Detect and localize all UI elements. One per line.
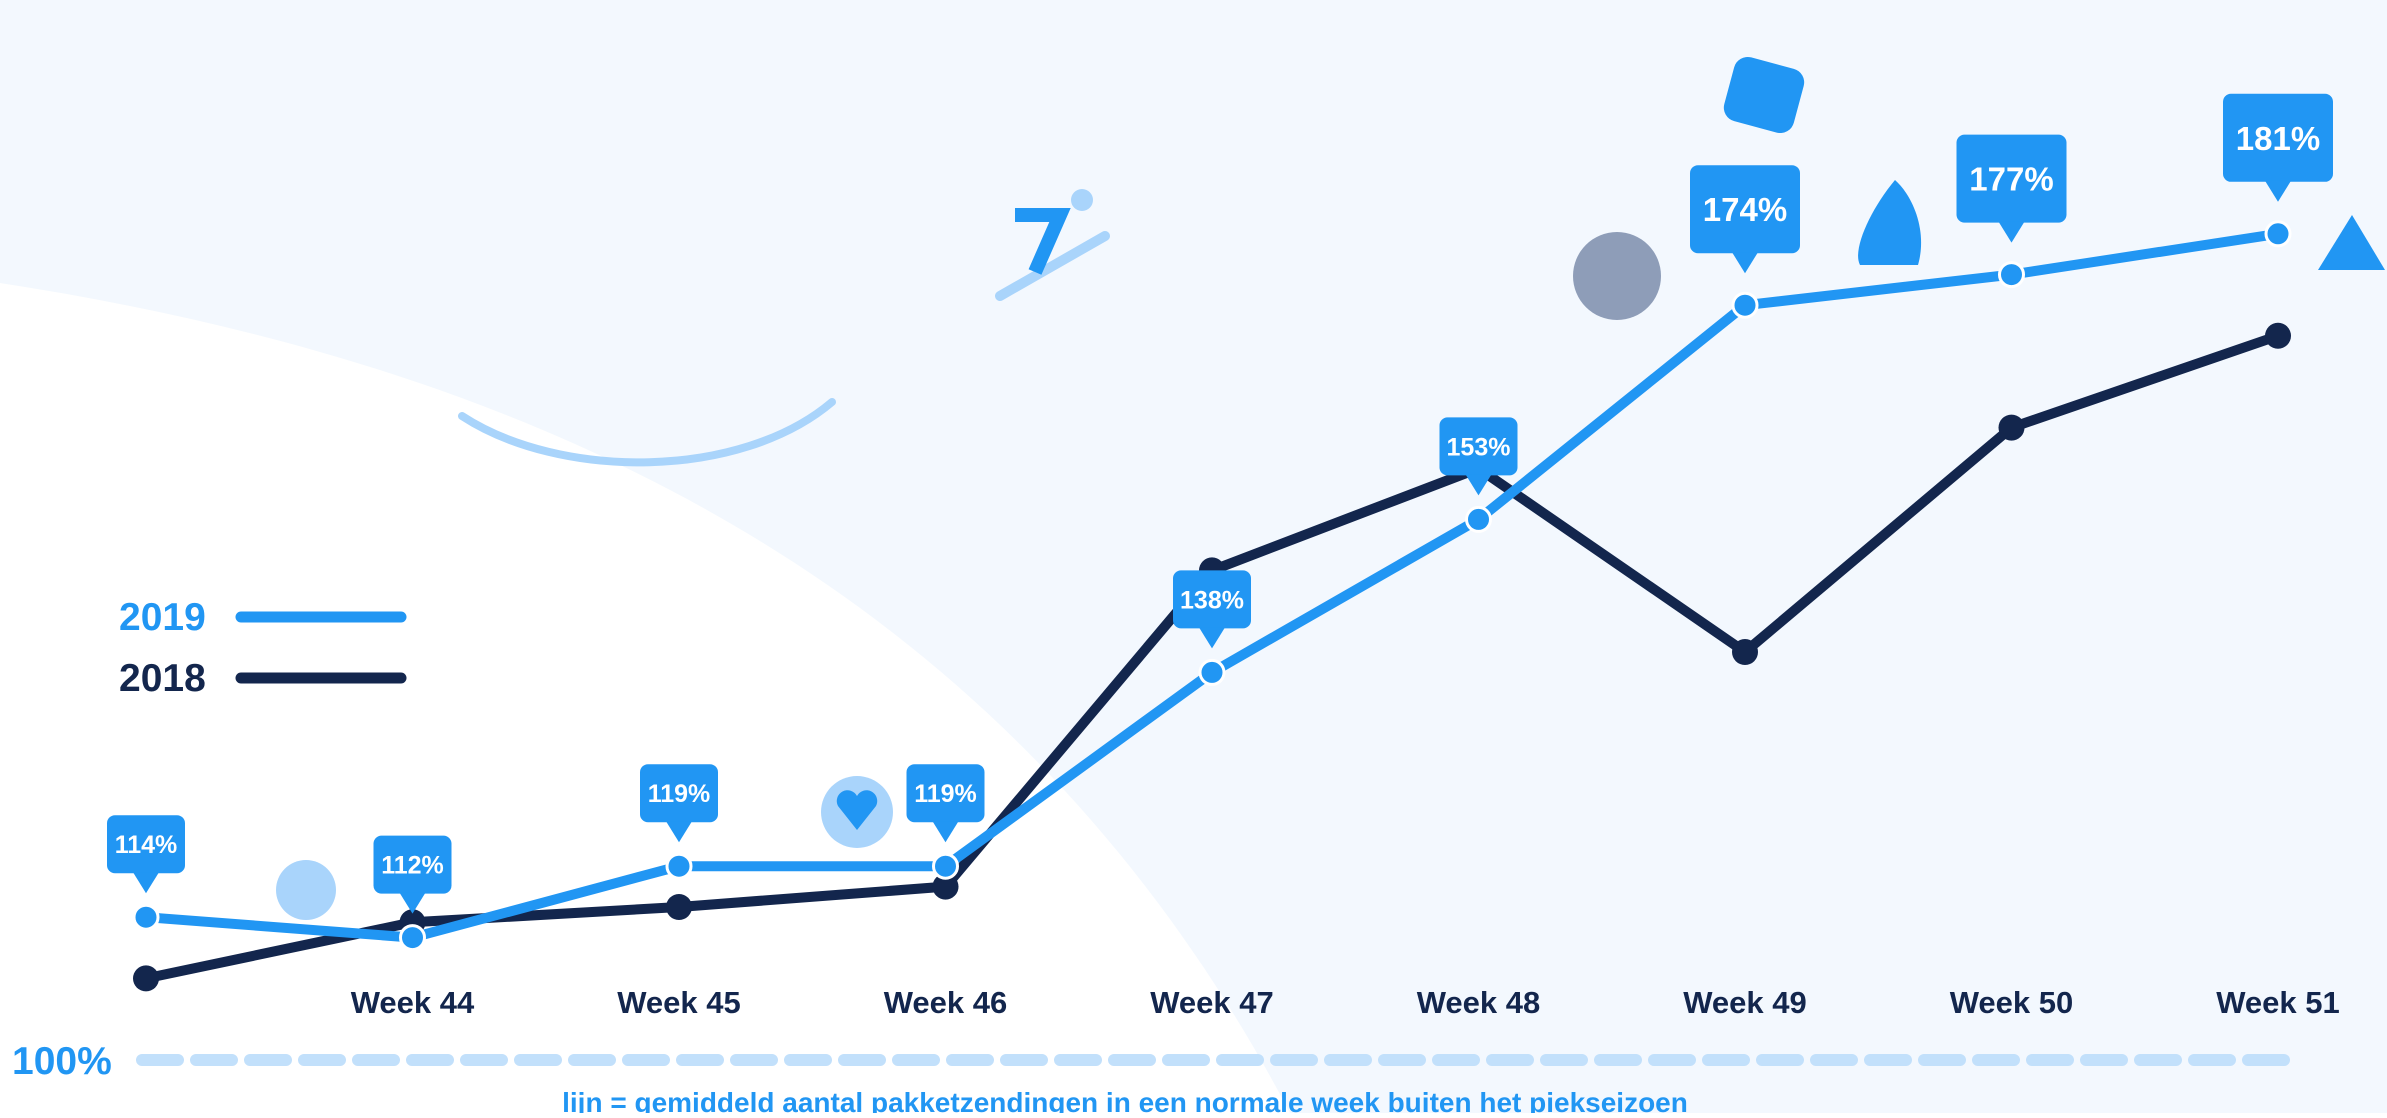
data-point xyxy=(1733,293,1757,317)
x-tick-label: Week 46 xyxy=(884,985,1008,1020)
data-point xyxy=(1200,660,1224,684)
x-tick-label: Week 47 xyxy=(1150,985,1274,1020)
value-label: 119% xyxy=(914,780,977,808)
value-label: 114% xyxy=(115,831,178,859)
decoration-discount xyxy=(1573,232,1661,320)
value-label: 177% xyxy=(1969,161,2053,198)
legend-label: 2019 xyxy=(119,596,206,639)
value-label: 138% xyxy=(1180,586,1244,614)
x-tick-label: Week 50 xyxy=(1950,985,2074,1020)
data-point xyxy=(666,894,692,920)
y-tick-label: 100% xyxy=(12,1040,112,1083)
data-point xyxy=(401,926,425,950)
legend-label: 2018 xyxy=(119,657,206,700)
x-tick-label: Week 44 xyxy=(351,985,475,1020)
chart: lijn = gemiddeld aantal pakketzendingen … xyxy=(0,0,2387,1113)
x-tick-label: Week 49 xyxy=(1683,985,1807,1020)
value-label: 112% xyxy=(381,852,444,880)
data-point xyxy=(934,854,958,878)
decoration-pumpkin xyxy=(276,860,336,920)
x-tick-label: Week 51 xyxy=(2216,985,2340,1020)
value-label: 181% xyxy=(2236,120,2320,157)
data-point xyxy=(1999,415,2025,441)
x-tick-label: Week 45 xyxy=(617,985,741,1020)
value-label: 119% xyxy=(648,780,711,808)
x-tick-label: Week 48 xyxy=(1417,985,1541,1020)
data-point xyxy=(1732,639,1758,665)
decoration-jumper-head xyxy=(1071,189,1093,211)
note: lijn = gemiddeld aantal pakketzendingen … xyxy=(562,1087,1688,1113)
page: {"chart_data": { "type": "line", "catego… xyxy=(0,0,2387,1113)
value-label: 174% xyxy=(1703,191,1787,228)
data-point xyxy=(2000,263,2024,287)
data-point xyxy=(133,965,159,991)
data-point xyxy=(1467,507,1491,531)
data-point xyxy=(667,854,691,878)
data-point xyxy=(2266,222,2290,246)
data-point xyxy=(134,905,158,929)
value-label: 153% xyxy=(1447,433,1511,461)
data-point xyxy=(2265,323,2291,349)
